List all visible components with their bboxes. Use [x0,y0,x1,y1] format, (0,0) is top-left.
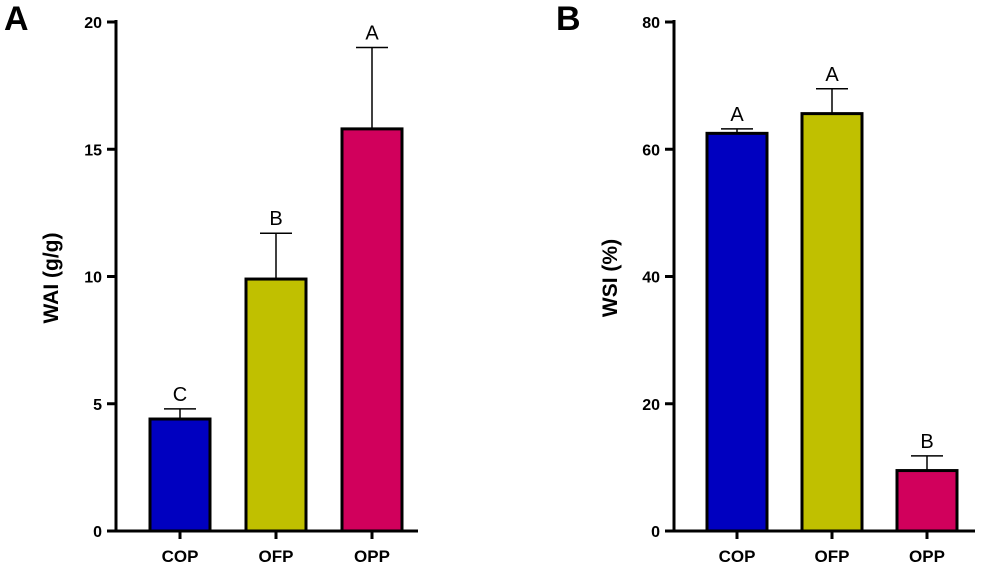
panel-a-bars: C COP B OFP A OPP [148,22,404,566]
panel-a-x-tick-label: OFP [259,547,294,566]
panel-b-bar-opp [895,469,959,533]
panel-a-x-tick-label: OPP [354,547,390,566]
panel-b-y-axis-title: WSI (%) [599,239,622,317]
panel-a-letter: A [4,0,29,38]
panel-a-x-tick-label: COP [162,547,199,566]
panel-b-x-tick-label: OFP [815,547,850,566]
panel-b-y-tick-label: 80 [642,15,660,32]
panel-a-significance-label: A [365,22,379,44]
panel-b-significance-label: A [825,64,839,86]
panel-b-letter: B [556,0,581,38]
panel-b-bar-cop [705,131,769,533]
panel-a-ticks: 0 5 10 15 20 [84,15,116,541]
panel-b-y-tick-label: 60 [642,142,660,159]
panel-b-y-tick-label: 20 [642,397,660,414]
panel-a-y-tick-label: 5 [93,397,102,414]
panel-b-chart: B WSI (%) 0 20 40 60 80 A COP A OFP B OPP [556,0,975,566]
panel-a-y-tick-label: 0 [93,524,102,541]
panel-b-x-tick-label: OPP [909,547,945,566]
panel-b-significance-label: B [920,431,933,453]
panel-a-y-tick-label: 15 [84,142,102,159]
panel-a-bar-cop [148,417,212,533]
panel-a-significance-label: B [269,208,282,230]
panel-a-y-tick-label: 20 [84,15,102,32]
panel-b-significance-label: A [730,104,744,126]
panel-a-y-axis-title: WAI (g/g) [40,233,63,324]
panel-b-ticks: 0 20 40 60 80 [642,15,674,541]
panel-a-chart: A WAI (g/g) 0 5 10 15 20 C COP B OFP A OPP [4,0,418,566]
panel-b-bars: A COP A OFP B OPP [705,64,959,566]
panel-b-y-tick-label: 0 [651,524,660,541]
panel-b-x-tick-label: COP [719,547,756,566]
panel-b-y-tick-label: 40 [642,270,660,287]
panel-a-bar-ofp [244,277,308,533]
panel-a-bar-opp [340,127,404,533]
panel-b-axes [672,20,975,533]
panel-b-bar-ofp [800,112,864,533]
panel-a-axes [114,20,418,533]
panel-a-significance-label: C [173,384,187,406]
panel-a-y-tick-label: 10 [84,270,102,287]
